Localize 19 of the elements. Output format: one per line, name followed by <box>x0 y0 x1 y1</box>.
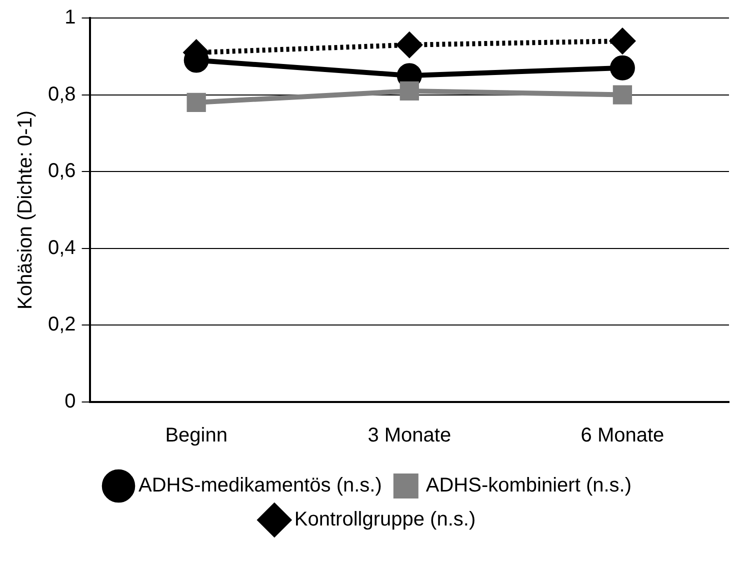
y-tick-label: 0,2 <box>48 314 76 336</box>
y-axis-title: Kohäsion (Dichte: 0-1) <box>14 110 37 310</box>
legend-label: Kontrollgruppe (n.s.) <box>294 508 476 531</box>
point <box>186 92 206 112</box>
point <box>610 55 635 80</box>
y-tick-label: 0,8 <box>48 83 76 106</box>
y-tick-label: 0,6 <box>48 160 76 182</box>
point <box>612 85 632 104</box>
x-tick-label: Beginn <box>165 424 228 447</box>
y-tick-label: 1 <box>64 6 76 29</box>
x-tick-label: 3 Monate <box>368 424 452 447</box>
y-tick-label: 0,4 <box>48 236 76 259</box>
legend-label: ADHS-medikamentös (n.s.) <box>138 474 382 497</box>
point <box>610 28 635 54</box>
point <box>400 81 419 101</box>
y-tick-label: 0 <box>64 390 76 413</box>
point <box>396 32 422 58</box>
x-tick-label: 6 Monate <box>580 424 664 447</box>
legend-label: ADHS-kombiniert (n.s.) <box>426 474 632 497</box>
